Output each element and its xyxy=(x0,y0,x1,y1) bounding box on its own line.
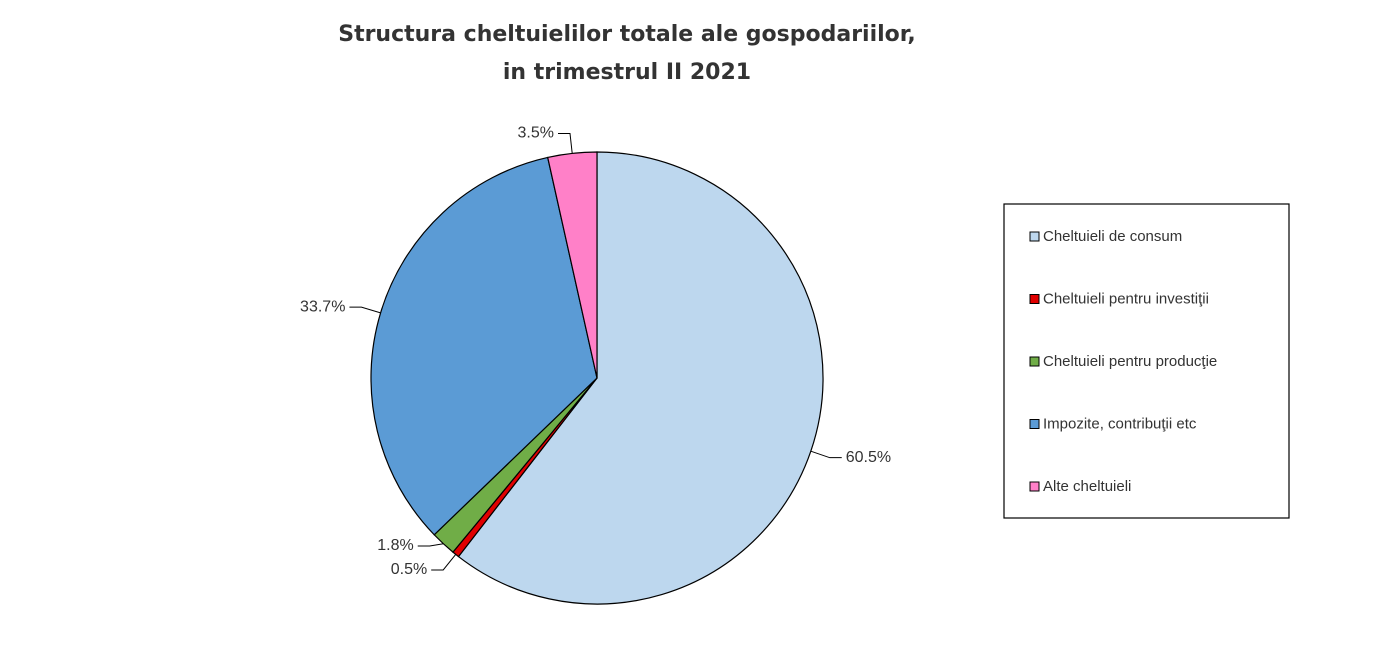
legend-label: Impozite, contribuţii etc xyxy=(1043,415,1197,432)
data-label: 3.5% xyxy=(518,125,554,142)
chart-title: Structura cheltuielilor totale ale gospo… xyxy=(338,22,916,47)
legend-box xyxy=(1003,203,1290,519)
data-label: 33.7% xyxy=(300,298,345,315)
leader-line xyxy=(810,450,842,459)
legend-label: Alte cheltuieli xyxy=(1043,478,1131,495)
leader-line xyxy=(349,306,381,314)
legend-swatch xyxy=(1029,294,1040,304)
legend-label: Cheltuieli pentru producţie xyxy=(1043,353,1217,370)
legend-label: Cheltuieli de consum xyxy=(1043,228,1182,245)
chart-title: in trimestrul II 2021 xyxy=(503,60,751,85)
data-label: 60.5% xyxy=(846,449,891,466)
leader-line xyxy=(431,554,457,571)
data-label: 1.8% xyxy=(377,537,413,554)
leader-line xyxy=(558,132,573,154)
pie-slice xyxy=(546,151,598,379)
legend-swatch xyxy=(1029,356,1040,367)
pie-slice xyxy=(457,151,824,605)
legend-swatch xyxy=(1029,481,1040,492)
leader-line xyxy=(417,543,444,547)
legend-swatch xyxy=(1029,231,1040,242)
pie-slice xyxy=(370,156,598,536)
legend-swatch xyxy=(1029,419,1040,429)
data-label: 0.5% xyxy=(391,561,427,578)
legend-label: Cheltuieli pentru investiţii xyxy=(1043,290,1209,307)
